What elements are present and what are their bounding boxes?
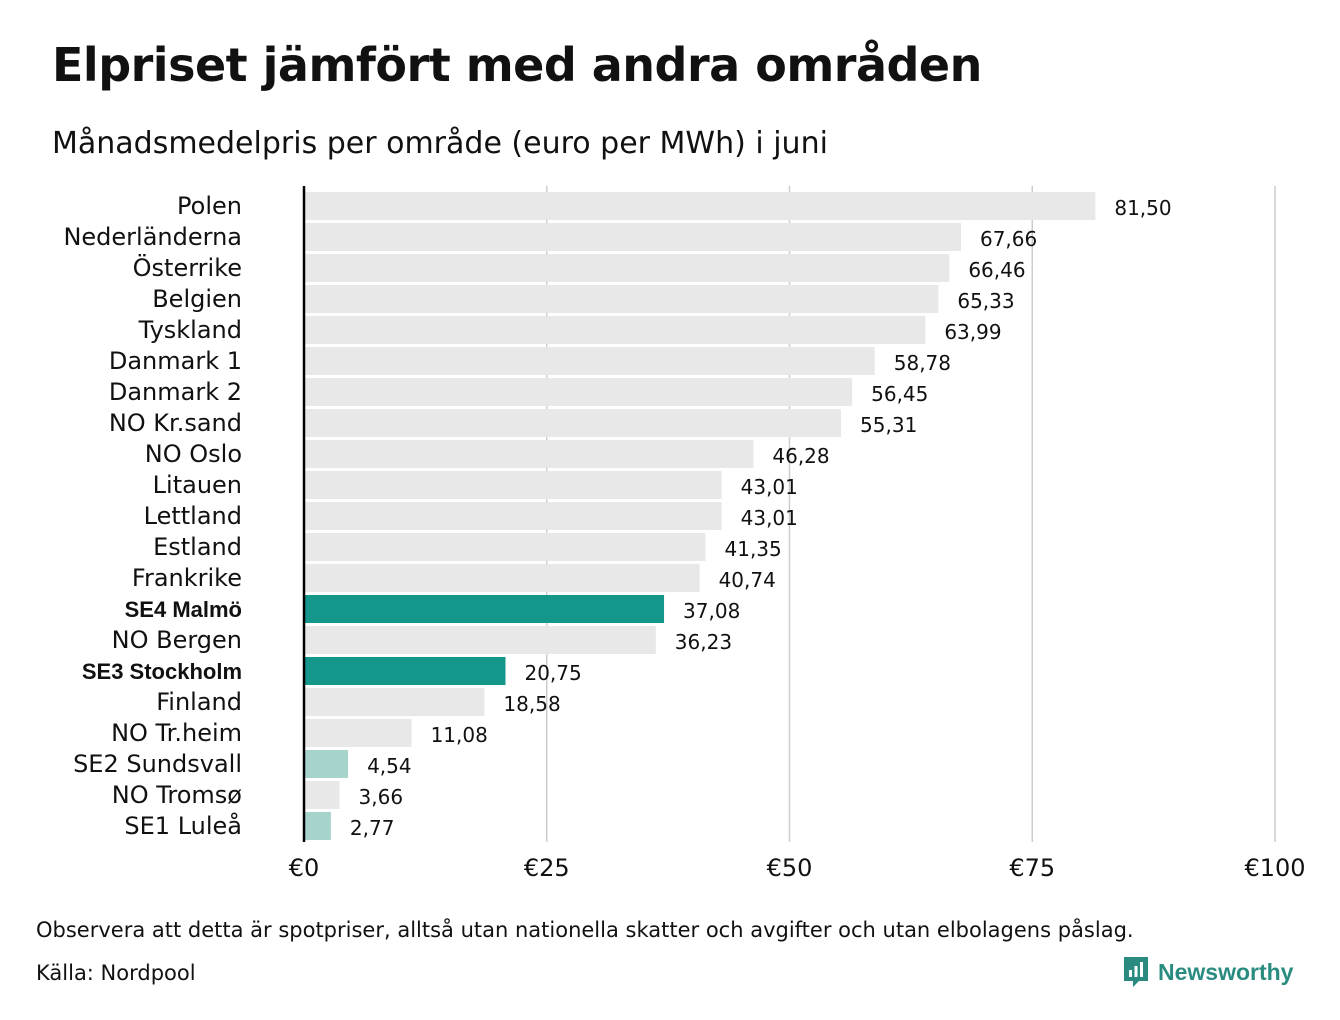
category-label: Tyskland (138, 316, 242, 344)
newsworthy-logo-text: Newsworthy (1158, 958, 1294, 985)
value-label: 4,54 (367, 754, 412, 778)
value-label: 2,77 (350, 816, 395, 840)
category-label: NO Tr.heim (111, 719, 242, 747)
category-label: Litauen (153, 471, 242, 499)
category-label: NO Tromsø (112, 781, 242, 809)
value-label: 67,66 (980, 227, 1037, 251)
category-label: NO Bergen (112, 626, 242, 654)
bar (304, 657, 506, 685)
x-tick-label: €100 (1244, 854, 1305, 882)
bar (304, 750, 349, 778)
bar (304, 378, 853, 406)
category-label: Lettland (144, 502, 242, 530)
bar (304, 471, 722, 499)
value-label: 58,78 (894, 351, 951, 375)
category-label: NO Oslo (145, 440, 242, 468)
chart-subtitle: Månadsmedelpris per område (euro per MWh… (52, 126, 828, 161)
x-tick-label: €25 (524, 854, 570, 882)
value-label: 63,99 (944, 320, 1001, 344)
bar (304, 781, 340, 809)
value-label: 43,01 (741, 475, 798, 499)
bar (304, 440, 754, 468)
x-tick-label: €75 (1009, 854, 1055, 882)
category-label: Frankrike (132, 564, 242, 592)
category-label: Polen (177, 192, 242, 220)
newsworthy-logo: Newsworthy (1122, 955, 1293, 989)
value-label: 40,74 (719, 568, 776, 592)
category-label: Nederländerna (63, 223, 242, 251)
category-label: SE3 Stockholm (82, 659, 242, 684)
bar (304, 626, 656, 654)
chart-title: Elpriset jämfört med andra områden (52, 38, 982, 92)
x-tick-label: €50 (767, 854, 813, 882)
value-label: 56,45 (871, 382, 928, 406)
value-label: 55,31 (860, 413, 917, 437)
category-label: SE1 Luleå (124, 811, 242, 840)
value-label: 37,08 (683, 599, 740, 623)
category-label: SE4 Malmö (125, 597, 242, 622)
bar (304, 223, 961, 251)
value-label: 36,23 (675, 630, 732, 654)
category-label: Belgien (152, 285, 242, 313)
category-label: NO Kr.sand (109, 409, 242, 437)
category-label: Österrike (133, 253, 242, 282)
bar (304, 688, 485, 716)
category-label: Estland (153, 533, 242, 561)
value-label: 46,28 (772, 444, 829, 468)
newsworthy-logo-icon (1124, 957, 1148, 987)
category-label: SE2 Sundsvall (73, 750, 242, 778)
bar (304, 812, 331, 840)
bar (304, 192, 1096, 220)
source-note: Källa: Nordpool (36, 961, 196, 985)
bar (304, 285, 939, 313)
bar (304, 409, 842, 437)
x-tick-label: €0 (289, 854, 320, 882)
value-label: 43,01 (741, 506, 798, 530)
category-label: Danmark 1 (109, 347, 242, 375)
bar (304, 502, 722, 530)
value-label: 18,58 (503, 692, 560, 716)
bar (304, 347, 875, 375)
footnote: Observera att detta är spotpriser, allts… (36, 918, 1134, 942)
bar (304, 595, 665, 623)
category-label: Danmark 2 (109, 378, 242, 406)
value-label: 81,50 (1114, 196, 1171, 220)
value-label: 3,66 (359, 785, 404, 809)
value-label: 65,33 (957, 289, 1014, 313)
bar (304, 316, 926, 344)
bar (304, 564, 700, 592)
category-label: Finland (156, 688, 242, 716)
value-label: 66,46 (968, 258, 1025, 282)
bar (304, 533, 706, 561)
bar (304, 719, 412, 747)
value-label: 11,08 (431, 723, 488, 747)
value-label: 41,35 (725, 537, 782, 561)
bar (304, 254, 950, 282)
value-label: 20,75 (524, 661, 581, 685)
